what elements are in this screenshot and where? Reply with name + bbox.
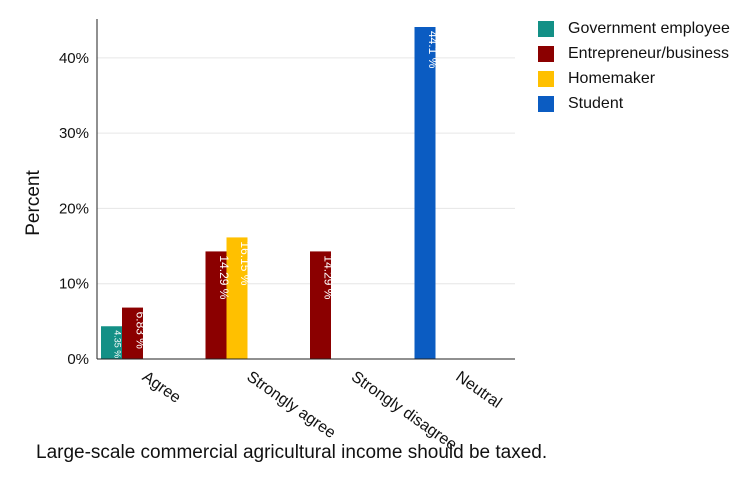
bar	[414, 27, 436, 359]
legend-swatch	[538, 45, 554, 62]
bar	[101, 326, 122, 359]
y-tick-label: 20%	[59, 200, 89, 217]
y-tick-label: 10%	[59, 276, 89, 293]
legend-swatch	[538, 70, 554, 87]
legend-label: Student	[568, 94, 624, 112]
bar	[122, 307, 143, 359]
gridlines	[97, 57, 515, 360]
legend: Government employee Entrepreneur/business…	[538, 16, 730, 116]
data-label: 16.15 %	[238, 241, 252, 285]
data-label: 6.83 %	[134, 312, 148, 350]
data-label: 4.35 %	[113, 330, 123, 358]
legend-label: Government employee	[568, 19, 730, 37]
x-axis-title: Large-scale commercial agricultural inco…	[36, 442, 548, 463]
legend-item: Government employee	[538, 16, 730, 41]
y-tick-label: 0%	[67, 351, 89, 368]
legend-item: Entrepreneur/business	[538, 41, 730, 66]
axes: 0% 10% 20% 30% 40% Percent Agree Strongly agree…	[23, 19, 515, 454]
bar	[226, 237, 248, 359]
y-axis-title: Percent	[23, 170, 44, 236]
legend-swatch	[538, 20, 554, 37]
legend-label: Homemaker	[568, 69, 656, 87]
bar	[310, 251, 331, 359]
bars	[101, 27, 436, 359]
x-tick-label: Neutral	[452, 368, 504, 412]
data-label: 14.29 %	[322, 255, 336, 299]
legend-item: Homemaker	[538, 66, 730, 91]
y-tick-label: 40%	[59, 50, 89, 67]
legend-label: Entrepreneur/business	[568, 44, 729, 62]
bar-labels: 4.35 % 6.83 % 14.29 % 16.15 % 14.29 % 44.1 %	[113, 31, 441, 358]
x-tick-label: Strongly disagree	[348, 368, 460, 453]
data-label: 44.1 %	[426, 31, 440, 69]
legend-item: Student	[538, 91, 730, 116]
data-label: 14.29 %	[217, 255, 231, 299]
y-tick-label: 30%	[59, 125, 89, 142]
x-tick-label: Agree	[139, 368, 184, 406]
bar	[205, 251, 227, 359]
legend-swatch	[538, 95, 554, 112]
x-tick-label: Strongly agree	[243, 368, 338, 442]
